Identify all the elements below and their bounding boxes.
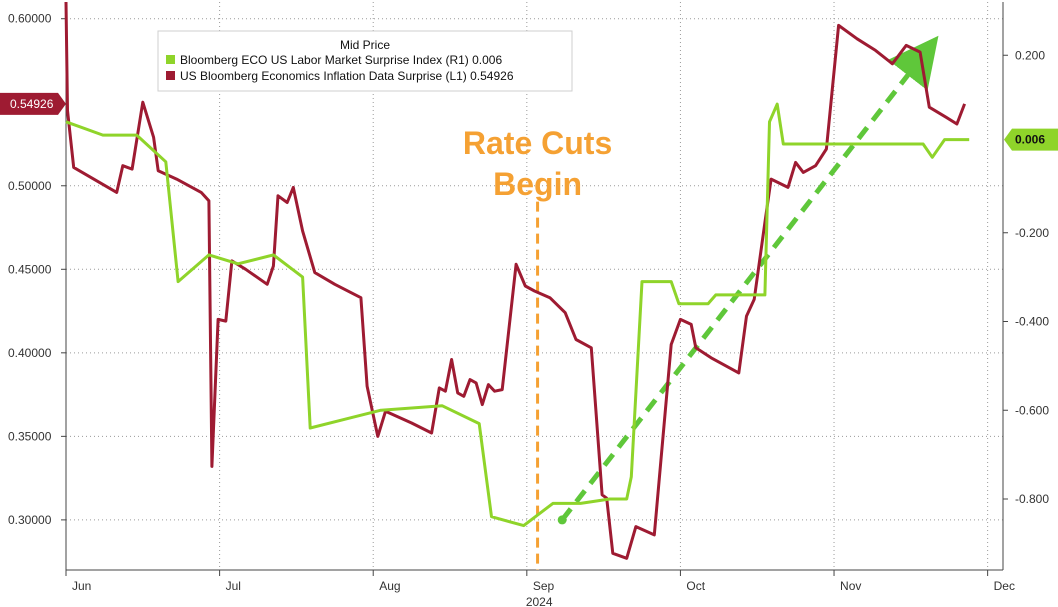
x-tick-label: Dec (994, 579, 1015, 593)
x-tick-label: Aug (379, 579, 400, 593)
left-tick-label: 0.60000 (8, 12, 52, 26)
legend-entry: Bloomberg ECO US Labor Market Surprise I… (180, 53, 502, 67)
series-lines (64, 1, 970, 560)
x-tick-label: Nov (840, 579, 861, 593)
legend-title: Mid Price (340, 38, 390, 52)
grid-lines (66, 2, 1003, 570)
left-tick-label: 0.40000 (8, 346, 52, 360)
right-tick-label: -0.600 (1015, 403, 1049, 417)
left-last-value-label: 0.54926 (10, 97, 54, 111)
axes: 0.30000 0.35000 0.40000 0.45000 0.50000 0.600… (8, 2, 1049, 607)
right-tick-label: -0.200 (1015, 226, 1049, 240)
right-tick-label: -0.800 (1015, 492, 1049, 506)
right-last-value-label: 0.006 (1015, 133, 1045, 147)
legend-box (157, 30, 573, 92)
x-year-label: 2024 (526, 595, 553, 607)
right-last-value-badge (1004, 128, 1058, 151)
legend-swatch (166, 55, 175, 64)
left-last-value-badge (0, 92, 66, 115)
left-tick-label: 0.50000 (8, 179, 52, 193)
left-tick-label: 0.45000 (8, 262, 52, 276)
right-tick-label: -0.400 (1015, 315, 1049, 329)
x-tick-label: Jun (72, 579, 91, 593)
legend-swatch (166, 71, 175, 80)
right-tick-label: 0.200 (1015, 48, 1045, 62)
x-tick-label: Oct (686, 579, 705, 593)
trend-arrow (560, 35, 939, 522)
annotations: Rate Cuts Begin (463, 35, 939, 570)
left-tick-label: 0.35000 (8, 429, 52, 443)
left-tick-label: 0.30000 (8, 513, 52, 527)
last-value-badges: 0.54926 0.006 (0, 92, 1058, 151)
rate-cuts-label: Begin (493, 166, 582, 202)
legend-entry: US Bloomberg Economics Inflation Data Su… (180, 69, 514, 83)
x-tick-label: Jul (226, 579, 241, 593)
rate-cuts-label: Rate Cuts (463, 125, 612, 161)
x-tick-label: Sep (533, 579, 555, 593)
